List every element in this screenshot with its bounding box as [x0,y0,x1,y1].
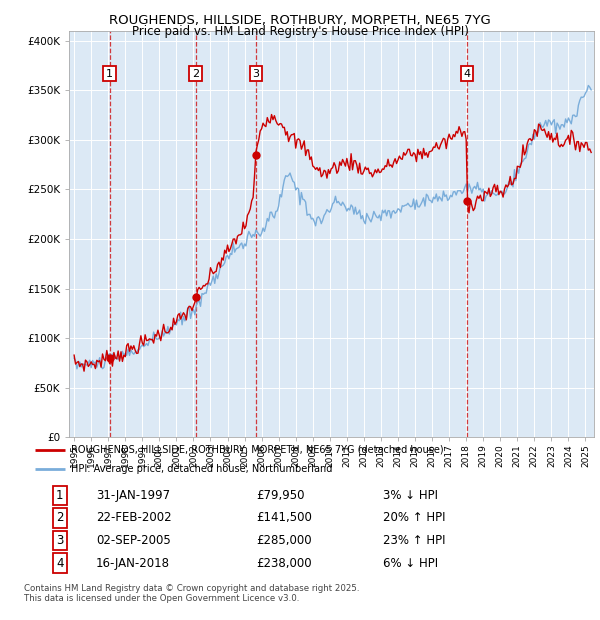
Text: 22-FEB-2002: 22-FEB-2002 [96,512,172,525]
Text: 16-JAN-2018: 16-JAN-2018 [96,557,170,570]
Text: Contains HM Land Registry data © Crown copyright and database right 2025.
This d: Contains HM Land Registry data © Crown c… [24,584,359,603]
Text: £285,000: £285,000 [256,534,311,547]
Text: Price paid vs. HM Land Registry's House Price Index (HPI): Price paid vs. HM Land Registry's House … [131,25,469,38]
Text: 20% ↑ HPI: 20% ↑ HPI [383,512,445,525]
Text: ROUGHENDS, HILLSIDE, ROTHBURY, MORPETH, NE65 7YG: ROUGHENDS, HILLSIDE, ROTHBURY, MORPETH, … [109,14,491,27]
Text: 6% ↓ HPI: 6% ↓ HPI [383,557,438,570]
Text: £141,500: £141,500 [256,512,312,525]
Text: 2: 2 [192,69,199,79]
Text: 02-SEP-2005: 02-SEP-2005 [96,534,170,547]
Text: 4: 4 [463,69,470,79]
Text: 4: 4 [56,557,64,570]
Text: 3: 3 [56,534,64,547]
Text: 1: 1 [56,489,64,502]
Text: 31-JAN-1997: 31-JAN-1997 [96,489,170,502]
Text: 23% ↑ HPI: 23% ↑ HPI [383,534,445,547]
Text: 3% ↓ HPI: 3% ↓ HPI [383,489,438,502]
Text: £238,000: £238,000 [256,557,311,570]
Text: HPI: Average price, detached house, Northumberland: HPI: Average price, detached house, Nort… [71,464,332,474]
Text: 2: 2 [56,512,64,525]
Text: £79,950: £79,950 [256,489,304,502]
Text: 3: 3 [253,69,259,79]
Text: 1: 1 [106,69,113,79]
Text: ROUGHENDS, HILLSIDE, ROTHBURY, MORPETH, NE65 7YG (detached house): ROUGHENDS, HILLSIDE, ROTHBURY, MORPETH, … [71,445,443,455]
